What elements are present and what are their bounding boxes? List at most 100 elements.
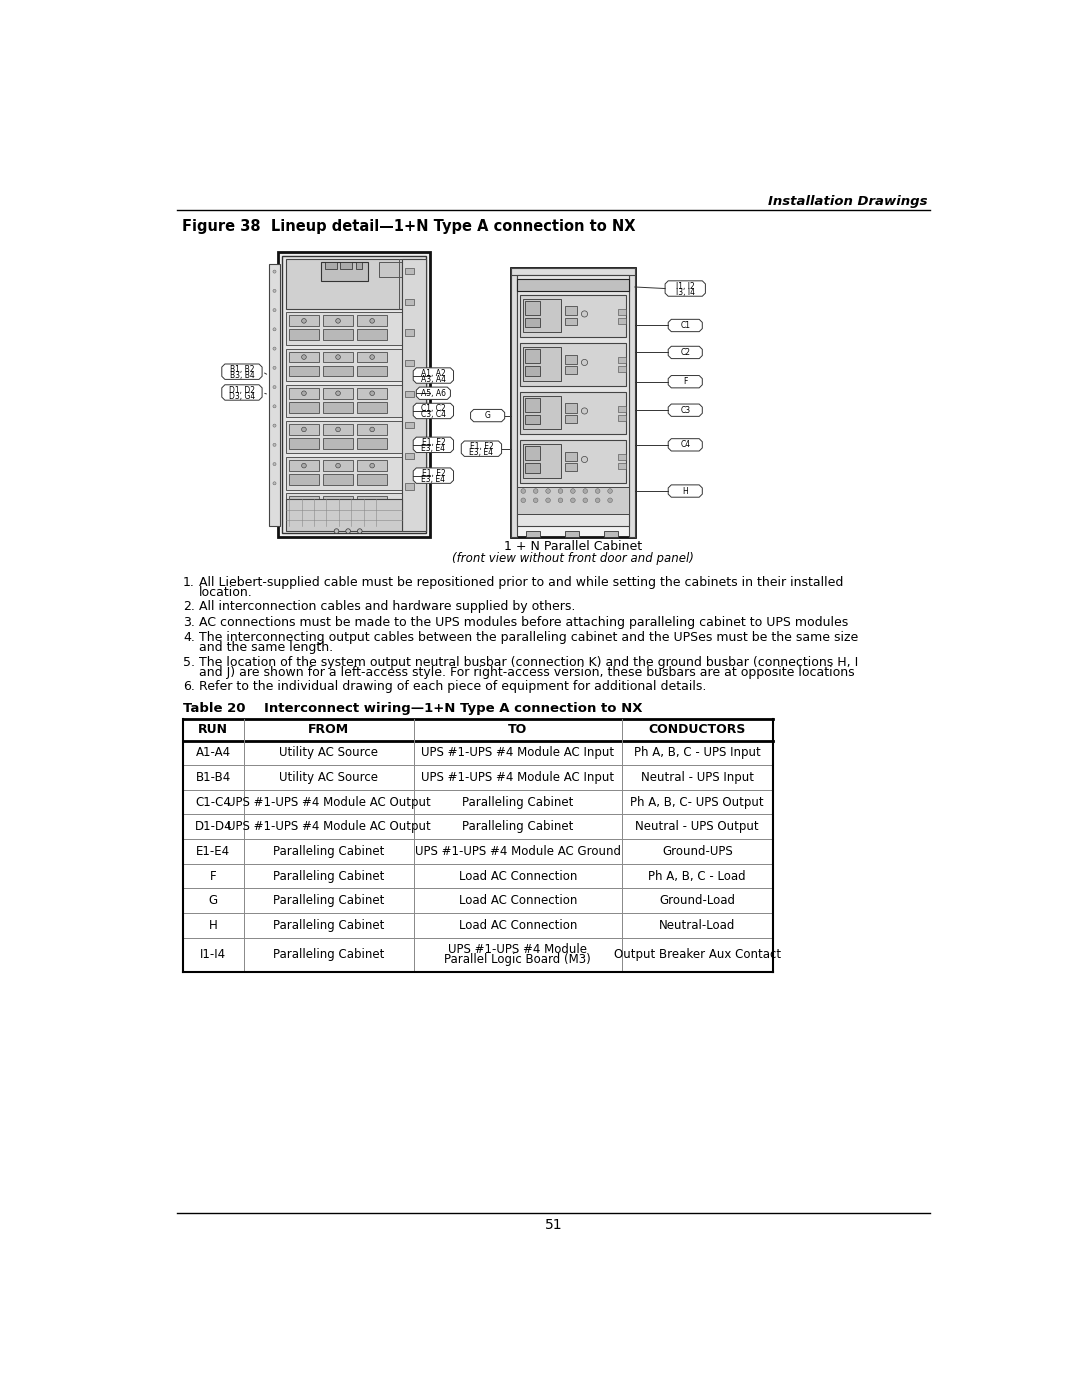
Text: Ph A, B, C - UPS Input: Ph A, B, C - UPS Input (634, 746, 760, 760)
Circle shape (581, 457, 588, 462)
Text: FROM: FROM (308, 724, 349, 736)
Bar (511, 268, 635, 538)
Text: All interconnection cables and hardware supplied by others.: All interconnection cables and hardware … (199, 601, 575, 613)
Circle shape (581, 359, 588, 366)
Bar (323, 425, 353, 434)
Text: A5, A6: A5, A6 (421, 388, 446, 398)
Bar (286, 420, 403, 453)
Text: 51: 51 (544, 1218, 563, 1232)
Text: All Liebert-supplied cable must be repositioned prior to and while setting the c: All Liebert-supplied cable must be repos… (199, 576, 842, 588)
Text: C2: C2 (680, 348, 690, 358)
Text: A1, A2: A1, A2 (421, 369, 446, 377)
Text: 1 + N Parallel Cabinet: 1 + N Parallel Cabinet (503, 541, 642, 553)
Bar (405, 422, 414, 427)
Circle shape (273, 328, 276, 331)
Bar (323, 330, 353, 339)
Text: (front view without front door and panel): (front view without front door and panel… (451, 552, 693, 564)
Text: F: F (210, 869, 217, 883)
Circle shape (357, 529, 362, 534)
Bar (357, 352, 387, 362)
Bar (289, 366, 319, 376)
Circle shape (301, 355, 307, 359)
Bar (565, 355, 577, 365)
Bar (286, 384, 403, 418)
Bar (525, 300, 540, 314)
Bar (565, 317, 577, 326)
Bar (565, 531, 579, 538)
Circle shape (301, 500, 307, 504)
Text: and the same length.: and the same length. (199, 641, 333, 654)
Bar (618, 464, 625, 469)
Text: Ph A, B, C - Load: Ph A, B, C - Load (648, 869, 746, 883)
Text: Table 20    Interconnect wiring—1+N Type A connection to NX: Table 20 Interconnect wiring—1+N Type A … (183, 701, 643, 715)
Text: C1: C1 (680, 321, 690, 330)
Bar (286, 313, 403, 345)
Polygon shape (221, 365, 262, 380)
Bar (279, 253, 430, 538)
Circle shape (336, 427, 340, 432)
Bar (357, 388, 387, 398)
Bar (289, 474, 319, 485)
Bar (356, 263, 362, 268)
Circle shape (534, 497, 538, 503)
Bar (521, 440, 625, 482)
Bar (511, 268, 517, 538)
Circle shape (301, 464, 307, 468)
Bar (357, 510, 387, 521)
Bar (523, 395, 562, 429)
Bar (286, 258, 422, 309)
Text: B1, B2: B1, B2 (230, 365, 254, 374)
Text: C1-C4: C1-C4 (195, 796, 231, 809)
Circle shape (369, 464, 375, 468)
Bar (286, 493, 403, 525)
Circle shape (521, 489, 526, 493)
Bar (323, 402, 353, 412)
Text: Paralleling Cabinet: Paralleling Cabinet (273, 949, 384, 961)
Bar (325, 263, 337, 268)
Text: AC connections must be made to the UPS modules before attaching paralleling cabi: AC connections must be made to the UPS m… (199, 616, 848, 629)
Bar (405, 453, 414, 458)
Text: E1-E4: E1-E4 (197, 845, 230, 858)
Bar (618, 405, 625, 412)
Circle shape (545, 497, 551, 503)
Bar (523, 299, 562, 332)
Text: Neutral - UPS Input: Neutral - UPS Input (640, 771, 754, 784)
Circle shape (369, 391, 375, 395)
Text: UPS #1-UPS #4 Module AC Input: UPS #1-UPS #4 Module AC Input (421, 771, 615, 784)
Text: UPS #1-UPS #4 Module AC Output: UPS #1-UPS #4 Module AC Output (227, 820, 431, 833)
Text: Load AC Connection: Load AC Connection (459, 894, 577, 907)
Text: Utility AC Source: Utility AC Source (280, 746, 378, 760)
Circle shape (273, 482, 276, 485)
Circle shape (273, 309, 276, 312)
Text: Output Breaker Aux Contact: Output Breaker Aux Contact (613, 949, 781, 961)
Text: 3.: 3. (183, 616, 194, 629)
Bar (323, 510, 353, 521)
Text: 5.: 5. (183, 655, 195, 669)
Circle shape (595, 497, 600, 503)
Text: C3: C3 (680, 405, 690, 415)
Bar (323, 474, 353, 485)
Circle shape (336, 464, 340, 468)
Circle shape (273, 405, 276, 408)
Bar (525, 415, 540, 425)
Text: C1, C2: C1, C2 (421, 404, 446, 414)
Circle shape (336, 500, 340, 504)
Text: D1-D4: D1-D4 (194, 820, 232, 833)
Bar (405, 360, 414, 366)
Bar (523, 444, 562, 478)
Text: Paralleling Cabinet: Paralleling Cabinet (273, 869, 384, 883)
Bar (618, 366, 625, 373)
Bar (323, 388, 353, 398)
Text: Figure 38  Lineup detail—1+N Type A connection to NX: Figure 38 Lineup detail—1+N Type A conne… (181, 219, 635, 235)
Bar (526, 531, 540, 538)
Bar (357, 437, 387, 448)
Bar (289, 496, 319, 507)
Bar (323, 437, 353, 448)
Bar (565, 404, 577, 412)
Text: UPS #1-UPS #4 Module AC Ground: UPS #1-UPS #4 Module AC Ground (415, 845, 621, 858)
Text: D3, G4: D3, G4 (229, 391, 255, 401)
Circle shape (346, 529, 350, 534)
Bar (618, 415, 625, 420)
Bar (286, 349, 403, 381)
Circle shape (608, 489, 612, 493)
